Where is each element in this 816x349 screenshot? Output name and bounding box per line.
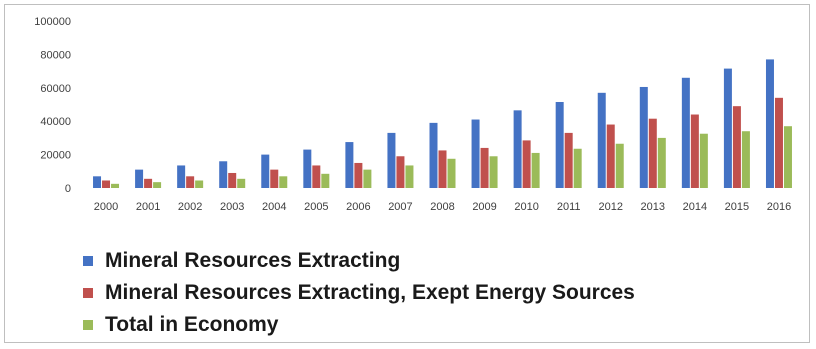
bar xyxy=(321,173,330,188)
x-tick-label: 2015 xyxy=(725,201,749,213)
y-tick-label: 80000 xyxy=(40,49,71,61)
bar xyxy=(564,132,573,188)
x-tick-label: 2013 xyxy=(641,201,665,213)
bar xyxy=(765,59,774,188)
bar-chart: 0 20000 40000 60000 80000 100000 2000 2001 2002 2… xyxy=(34,16,792,213)
x-tick-label: 2003 xyxy=(220,201,244,213)
bar xyxy=(153,182,162,188)
bar xyxy=(354,162,363,188)
bar xyxy=(513,110,522,188)
x-tick-label: 2014 xyxy=(683,201,707,213)
bar xyxy=(405,165,414,188)
legend-label: Mineral Resources Extracting xyxy=(105,249,401,272)
bar xyxy=(270,169,279,188)
bar xyxy=(111,183,120,188)
legend-label: Total in Economy xyxy=(105,313,279,336)
bar xyxy=(312,165,321,188)
x-tick-label: 2012 xyxy=(598,201,622,213)
x-tick-label: 2010 xyxy=(514,201,538,213)
bar xyxy=(447,158,456,188)
x-tick-label: 2001 xyxy=(136,201,160,213)
bar xyxy=(387,132,396,188)
bar xyxy=(723,68,732,188)
bar xyxy=(639,86,648,188)
legend-swatch-blue xyxy=(83,256,93,266)
bar xyxy=(657,137,666,188)
y-tick-label: 0 xyxy=(65,183,71,195)
bar xyxy=(219,161,228,188)
bar xyxy=(195,180,204,188)
x-tick-label: 2016 xyxy=(767,201,791,213)
x-tick-label: 2002 xyxy=(178,201,202,213)
x-tick-label: 2004 xyxy=(262,201,286,213)
bar xyxy=(279,176,288,188)
bar xyxy=(690,114,699,188)
bar xyxy=(699,133,708,188)
chart-frame: 0 20000 40000 60000 80000 100000 2000 2001 2002 2… xyxy=(4,4,810,343)
y-tick-label: 20000 xyxy=(40,150,71,162)
legend-swatch-red xyxy=(83,288,93,298)
bar xyxy=(480,147,489,188)
bar xyxy=(363,169,372,188)
bar xyxy=(615,143,624,188)
x-tick-label: 2007 xyxy=(388,201,412,213)
x-tick-label: 2005 xyxy=(304,201,328,213)
bar xyxy=(555,101,564,188)
bar xyxy=(396,156,405,188)
bar xyxy=(531,152,540,188)
bar xyxy=(573,148,582,188)
bar xyxy=(438,150,447,188)
bar xyxy=(261,154,270,188)
legend-item-total-economy: Total in Economy xyxy=(83,309,635,341)
bar xyxy=(177,165,186,188)
bar xyxy=(429,122,438,188)
x-tick-label: 2009 xyxy=(472,201,496,213)
legend: Mineral Resources Extracting Mineral Res… xyxy=(83,245,635,341)
legend-swatch-green xyxy=(83,320,93,330)
y-tick-label: 60000 xyxy=(40,83,71,95)
legend-item-except-energy: Mineral Resources Extracting, Exept Ener… xyxy=(83,277,635,309)
bar xyxy=(774,97,783,188)
bar xyxy=(93,176,102,188)
bar xyxy=(522,140,531,188)
y-tick-label: 100000 xyxy=(34,16,71,28)
bar xyxy=(489,156,498,188)
bar xyxy=(681,77,690,188)
y-tick-label: 40000 xyxy=(40,116,71,128)
x-tick-label: 2006 xyxy=(346,201,370,213)
bar xyxy=(471,119,480,188)
bar xyxy=(102,180,111,188)
bar xyxy=(732,106,741,188)
bar xyxy=(597,92,606,188)
legend-item-mineral-resources: Mineral Resources Extracting xyxy=(83,245,635,277)
bar xyxy=(135,169,144,188)
bar xyxy=(228,172,237,188)
bar xyxy=(648,118,657,188)
x-tick-label: 2008 xyxy=(430,201,454,213)
x-tick-label: 2000 xyxy=(94,201,118,213)
bar xyxy=(345,142,354,188)
legend-label: Mineral Resources Extracting, Exept Ener… xyxy=(105,281,635,304)
bar xyxy=(606,124,615,188)
bar xyxy=(144,178,153,188)
bar xyxy=(783,126,792,188)
x-tick-label: 2011 xyxy=(557,201,581,213)
bar xyxy=(186,176,195,188)
bar xyxy=(237,178,246,188)
bar xyxy=(303,149,312,188)
bar xyxy=(741,131,750,188)
